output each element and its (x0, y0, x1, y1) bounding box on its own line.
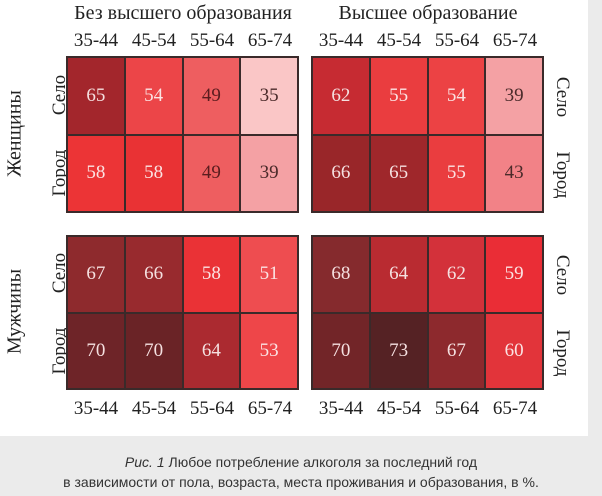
heatmap-cell: 58 (183, 237, 240, 312)
heatmap-cell: 58 (125, 135, 182, 211)
caption-prefix: Рис. 1 (124, 454, 165, 470)
heatmap-cell: 64 (370, 237, 427, 312)
age-axis-bottom-right: 35-44 45-54 55-64 65-74 (312, 398, 544, 420)
heatmap-cell: 49 (183, 58, 240, 134)
age-tick: 55-64 (434, 30, 480, 51)
age-axis-top-left: 35-44 45-54 55-64 65-74 (67, 30, 299, 52)
heatmap-cell: 39 (241, 135, 297, 211)
caption-line1: Любое потребление алкоголя за последний … (164, 454, 478, 470)
heatmap-cell: 66 (125, 237, 182, 312)
row-label-village: Село (552, 76, 573, 118)
heatmap-cell: 65 (68, 58, 124, 134)
age-tick: 55-64 (434, 398, 480, 419)
heatmap-cell: 54 (125, 58, 182, 134)
age-axis-bottom-left: 35-44 45-54 55-64 65-74 (67, 398, 299, 420)
heatmap-cell: 70 (313, 313, 369, 388)
heatmap-cell: 73 (370, 313, 427, 388)
heatmap-cell: 68 (313, 237, 369, 312)
heatmap-cell: 43 (486, 135, 542, 211)
age-axis-top-right: 35-44 45-54 55-64 65-74 (312, 30, 544, 52)
heatmap-cell: 67 (428, 313, 485, 388)
heatmap-cell: 62 (428, 237, 485, 312)
title-no-higher-education: Без высшего образования (74, 2, 292, 24)
heatmap-cell: 58 (68, 135, 124, 211)
age-tick: 45-54 (131, 398, 177, 419)
heatmap-figure: Без высшего образования Высшее образован… (0, 0, 588, 436)
heatmap-cell: 67 (68, 237, 124, 312)
panel-women-no-higher-education: 65 54 49 35 58 58 49 39 (66, 56, 299, 213)
heatmap-cell: 66 (313, 135, 369, 211)
title-higher-education: Высшее образование (338, 2, 518, 24)
heatmap-cell: 35 (241, 58, 297, 134)
age-tick: 65-74 (492, 398, 538, 419)
age-tick: 55-64 (189, 398, 235, 419)
heatmap-cell: 70 (125, 313, 182, 388)
age-tick: 45-54 (131, 30, 177, 51)
row-label-city: Город (552, 151, 573, 199)
row-label-village: Село (552, 254, 573, 296)
age-tick: 65-74 (247, 398, 293, 419)
heatmap-cell: 59 (486, 237, 542, 312)
heatmap-cell: 62 (313, 58, 369, 134)
age-tick: 65-74 (492, 30, 538, 51)
panel-men-higher-education: 68 64 62 59 70 73 67 60 (311, 235, 544, 390)
panel-women-higher-education: 62 55 54 39 66 65 55 43 (311, 56, 544, 213)
age-tick: 45-54 (376, 398, 422, 419)
age-tick: 35-44 (318, 30, 364, 51)
heatmap-cell: 64 (183, 313, 240, 388)
row-group-women: Женщины (3, 90, 26, 177)
row-group-men: Мужчины (3, 268, 26, 355)
heatmap-cell: 39 (486, 58, 542, 134)
panel-men-no-higher-education: 67 66 58 51 70 70 64 53 (66, 235, 299, 390)
caption-line2: в зависимости от пола, возраста, места п… (63, 474, 539, 490)
figure-caption: Рис. 1 Любое потребление алкоголя за пос… (0, 452, 602, 492)
heatmap-cell: 60 (486, 313, 542, 388)
heatmap-cell: 53 (241, 313, 297, 388)
heatmap-cell: 65 (370, 135, 427, 211)
row-label-city: Город (552, 329, 573, 377)
heatmap-cell: 55 (428, 135, 485, 211)
heatmap-cell: 55 (370, 58, 427, 134)
heatmap-cell: 70 (68, 313, 124, 388)
age-tick: 35-44 (318, 398, 364, 419)
age-tick: 35-44 (73, 30, 119, 51)
heatmap-cell: 51 (241, 237, 297, 312)
age-tick: 35-44 (73, 398, 119, 419)
age-tick: 45-54 (376, 30, 422, 51)
age-tick: 55-64 (189, 30, 235, 51)
age-tick: 65-74 (247, 30, 293, 51)
heatmap-cell: 49 (183, 135, 240, 211)
heatmap-cell: 54 (428, 58, 485, 134)
